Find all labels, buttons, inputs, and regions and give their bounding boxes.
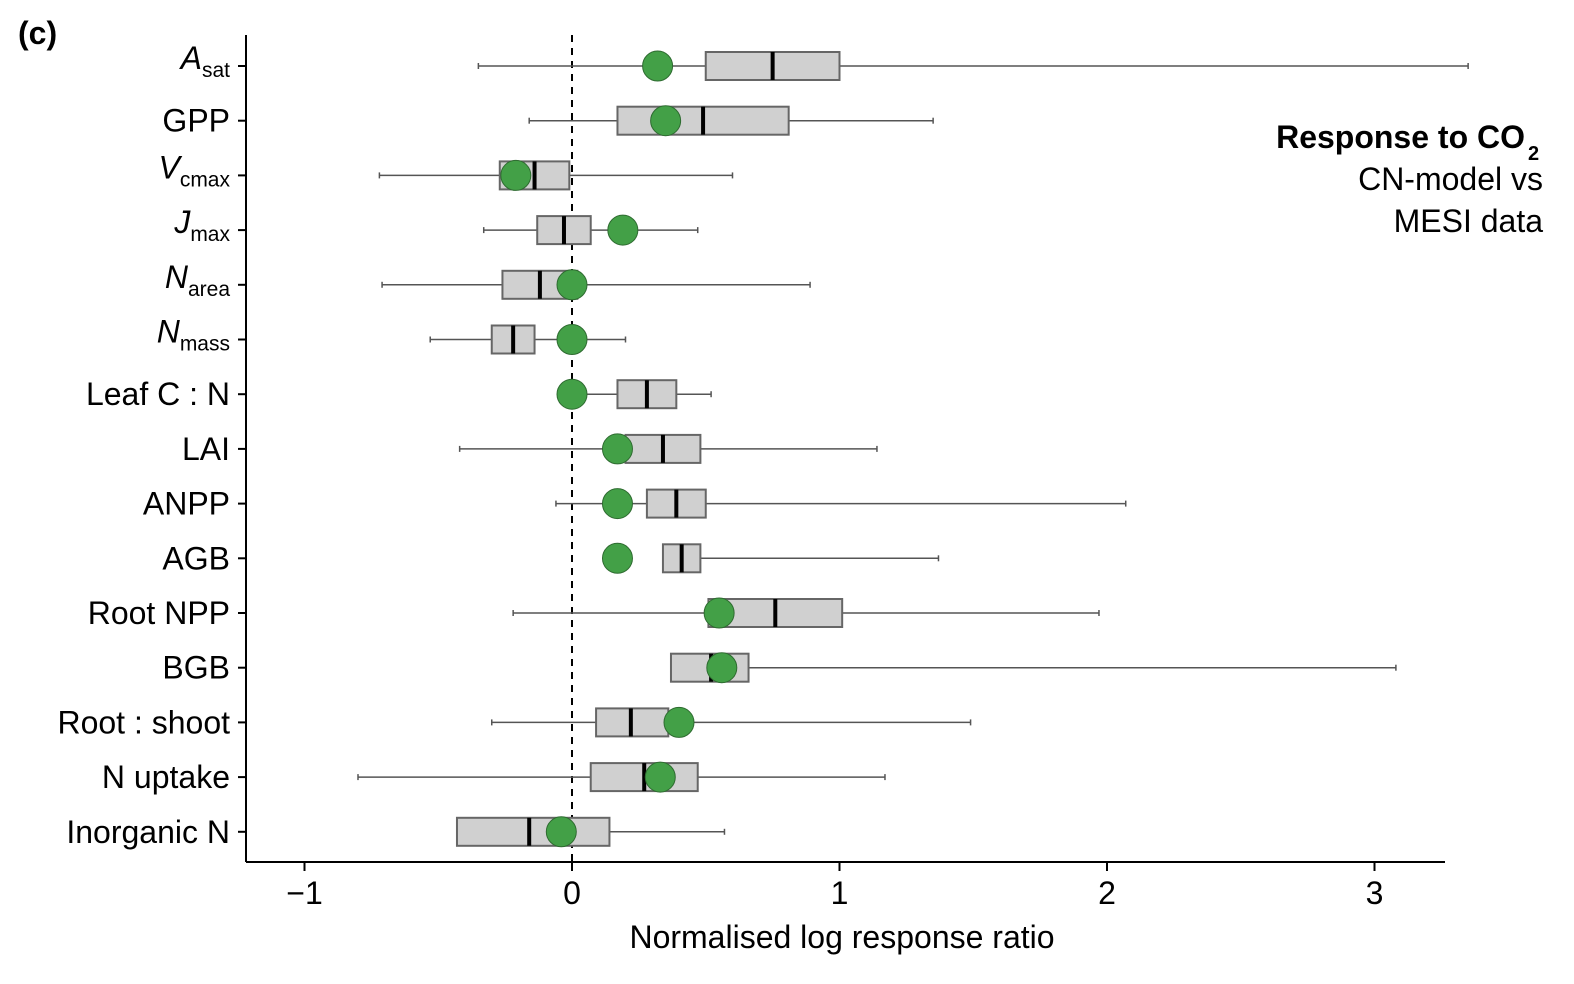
y-category-label: BGB: [162, 650, 230, 686]
x-tick-label: 1: [831, 875, 849, 911]
model-point: [556, 378, 588, 410]
y-category-label: Root : shoot: [57, 704, 230, 740]
model-point: [706, 652, 738, 684]
y-category-label-main: N: [157, 314, 181, 350]
legend-title: Response to CO: [1276, 119, 1525, 155]
y-category-label-main: N: [165, 259, 189, 295]
y-category-label-sub: cmax: [180, 168, 231, 191]
x-tick-label: 2: [1098, 875, 1116, 911]
model-point: [607, 214, 639, 246]
y-category-label: Vcmax: [158, 149, 230, 191]
x-tick-label: −1: [286, 875, 322, 911]
boxes-layer: [357, 51, 1469, 847]
x-axis-title: Normalised log response ratio: [629, 919, 1054, 955]
y-category-label: Narea: [165, 259, 230, 301]
iqr-box: [455, 816, 611, 847]
y-category-label: LAI: [182, 431, 230, 467]
y-category-label: Inorganic N: [66, 814, 230, 850]
model-point: [545, 816, 577, 848]
model-point: [663, 706, 695, 738]
model-point: [500, 159, 532, 191]
y-category-label: ANPP: [143, 486, 230, 522]
y-category-label: GPP: [162, 103, 230, 139]
legend-line-3: MESI data: [1394, 203, 1544, 239]
y-category-label-sub: max: [190, 223, 230, 246]
panel-label: (c): [18, 15, 57, 51]
model-point: [556, 269, 588, 301]
y-category-label-main: V: [158, 149, 182, 185]
legend-title-sub: 2: [1528, 143, 1539, 165]
y-category-label: Leaf C : N: [86, 376, 230, 412]
y-category-label: Asat: [179, 40, 231, 82]
legend-block: Response to CO 2 CN-model vs MESI data: [1276, 119, 1543, 239]
y-category-label-main: A: [179, 40, 202, 76]
x-ticks: −1 0 1 2 3: [286, 862, 1383, 911]
y-category-label: N uptake: [102, 759, 230, 795]
model-point: [601, 433, 633, 465]
model-point: [644, 761, 676, 793]
model-point: [556, 324, 588, 355]
y-category-label: Root NPP: [88, 595, 230, 631]
x-tick-label: 3: [1366, 875, 1384, 911]
y-category-label: AGB: [162, 540, 230, 576]
legend-line-2: CN-model vs: [1358, 161, 1543, 197]
y-category-label: Nmass: [157, 314, 230, 356]
y-category-label-sub: sat: [202, 59, 230, 82]
y-category-label-main: J: [173, 204, 191, 240]
y-category-label: Jmax: [173, 204, 230, 246]
y-category-label-sub: mass: [180, 333, 230, 356]
y-category-label-sub: area: [188, 278, 230, 301]
model-point: [703, 597, 735, 629]
model-point: [601, 488, 633, 520]
model-point: [650, 105, 682, 137]
model-point: [642, 50, 674, 82]
legend-title-main: Response to CO: [1276, 119, 1525, 155]
model-points-layer: [500, 50, 738, 848]
x-tick-label: 0: [563, 875, 581, 911]
model-point: [601, 542, 633, 574]
